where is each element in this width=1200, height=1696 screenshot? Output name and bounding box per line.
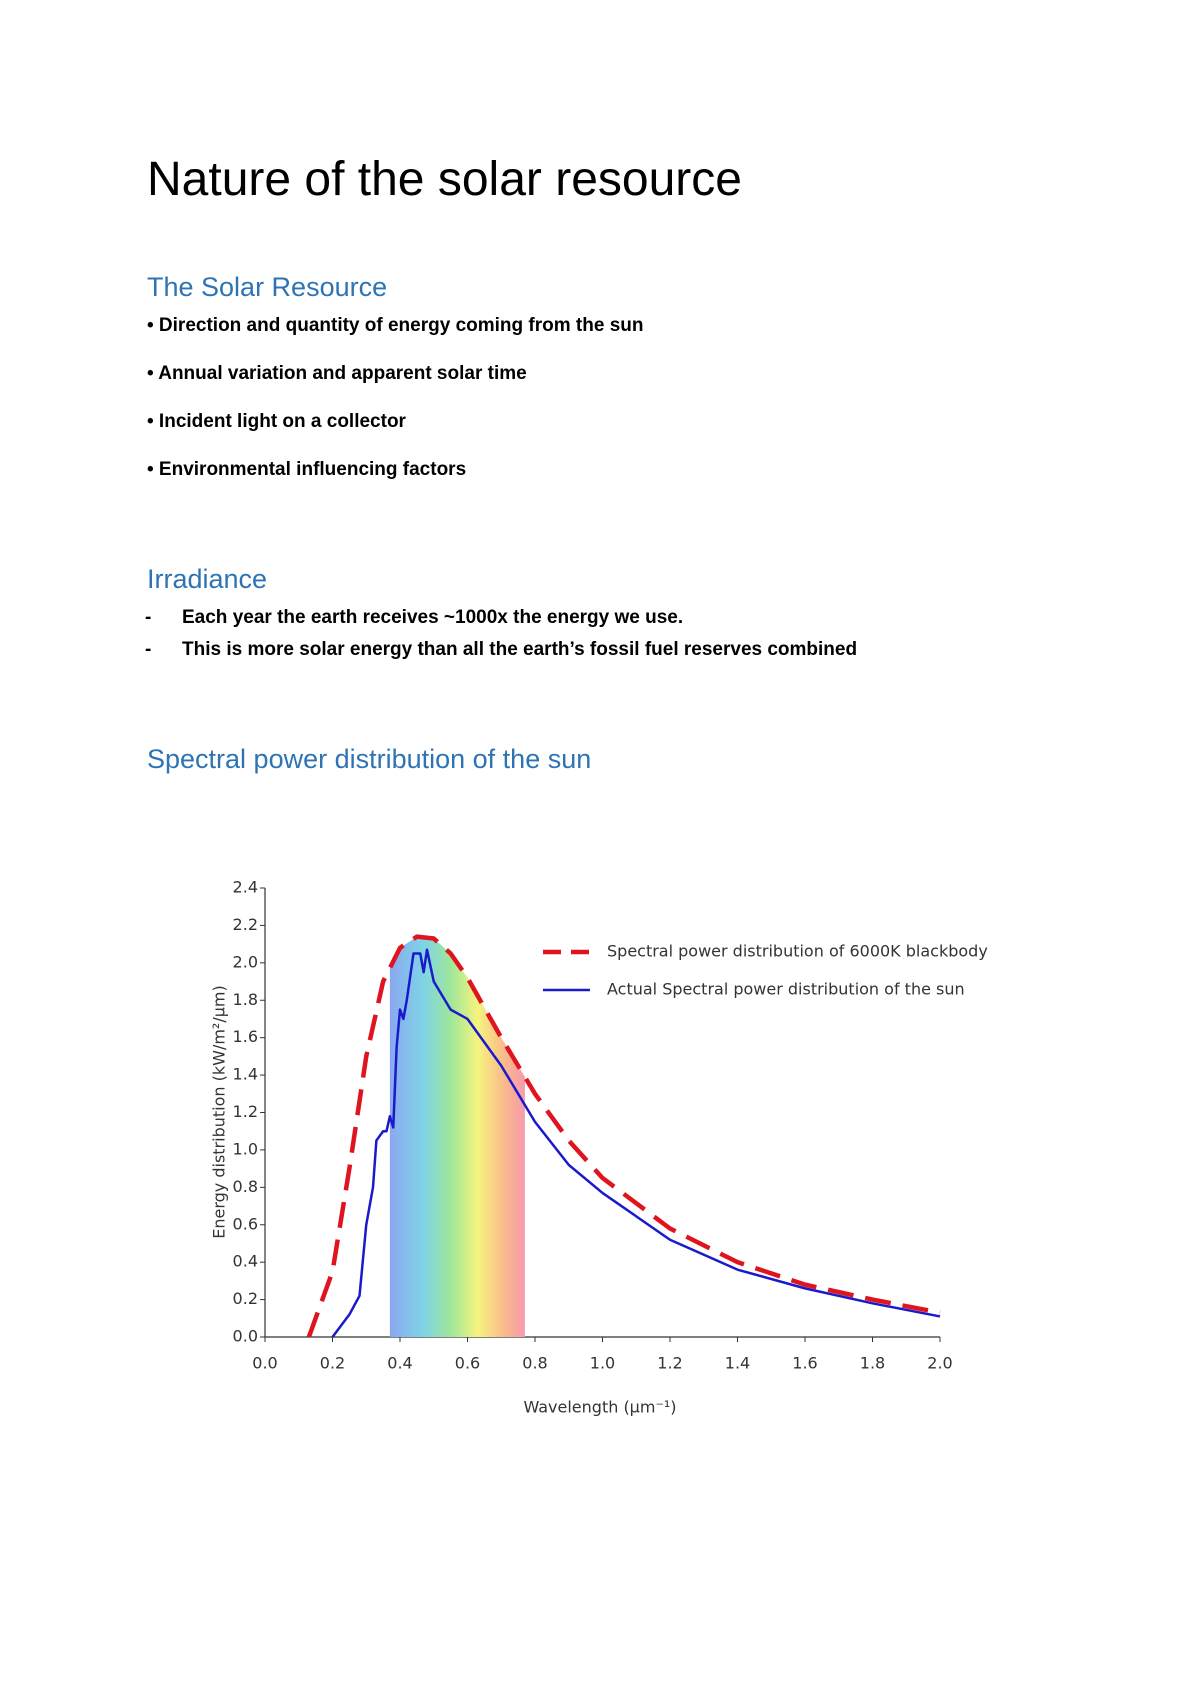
section-heading: Irradiance xyxy=(147,564,268,594)
y-tick-label: 1.2 xyxy=(233,1102,258,1121)
bullet-item: • Annual variation and apparent solar ti… xyxy=(147,363,527,384)
y-tick-label: 2.4 xyxy=(233,878,258,897)
list-marker: - xyxy=(145,639,152,660)
list-item: Each year the earth receives ~1000x the … xyxy=(182,607,684,628)
visible-band xyxy=(389,936,525,1337)
y-tick-label: 1.8 xyxy=(233,990,258,1009)
y-tick-label: 0.4 xyxy=(233,1252,258,1271)
y-tick-label: 0.8 xyxy=(233,1177,258,1196)
y-tick-label: 2.0 xyxy=(233,952,258,971)
x-tick-label: 0.8 xyxy=(522,1354,547,1373)
legend-label: Actual Spectral power distribution of th… xyxy=(607,980,965,999)
y-tick-label: 1.0 xyxy=(233,1139,258,1158)
x-axis-label: Wavelength (μm⁻¹) xyxy=(523,1398,676,1417)
y-tick-label: 0.0 xyxy=(233,1327,258,1346)
series-line xyxy=(306,934,941,1338)
x-tick-label: 1.6 xyxy=(792,1354,817,1373)
y-tick-label: 1.4 xyxy=(233,1065,258,1084)
legend-label: Spectral power distribution of 6000K bla… xyxy=(607,942,988,961)
x-tick-label: 1.4 xyxy=(725,1354,750,1373)
x-tick-label: 0.4 xyxy=(387,1354,412,1373)
x-tick-label: 2.0 xyxy=(927,1354,952,1373)
x-tick-label: 0.6 xyxy=(455,1354,480,1373)
list-marker: - xyxy=(145,607,152,628)
y-tick-label: 1.6 xyxy=(233,1027,258,1046)
bullet-item: • Incident light on a collector xyxy=(147,411,406,432)
section-heading: The Solar Resource xyxy=(147,272,388,302)
bullet-item: • Direction and quantity of energy comin… xyxy=(147,315,644,336)
x-tick-label: 1.2 xyxy=(657,1354,682,1373)
series-line xyxy=(331,948,941,1338)
bullet-item: • Environmental influencing factors xyxy=(147,459,467,480)
x-tick-label: 0.2 xyxy=(320,1354,345,1373)
chart: Energy distribution (kW/m²/μm) Wavelengt… xyxy=(210,878,988,1417)
page-title: Nature of the solar resource xyxy=(147,153,742,206)
y-axis-label: Energy distribution (kW/m²/μm) xyxy=(210,985,229,1238)
list-item: This is more solar energy than all the e… xyxy=(182,639,858,660)
y-tick-label: 2.2 xyxy=(233,915,258,934)
x-tick-label: 1.0 xyxy=(590,1354,615,1373)
y-tick-label: 0.2 xyxy=(233,1289,258,1308)
x-tick-label: 0.0 xyxy=(252,1354,277,1373)
section-heading: Spectral power distribution of the sun xyxy=(147,744,592,774)
y-tick-label: 0.6 xyxy=(233,1214,258,1233)
x-tick-label: 1.8 xyxy=(860,1354,885,1373)
